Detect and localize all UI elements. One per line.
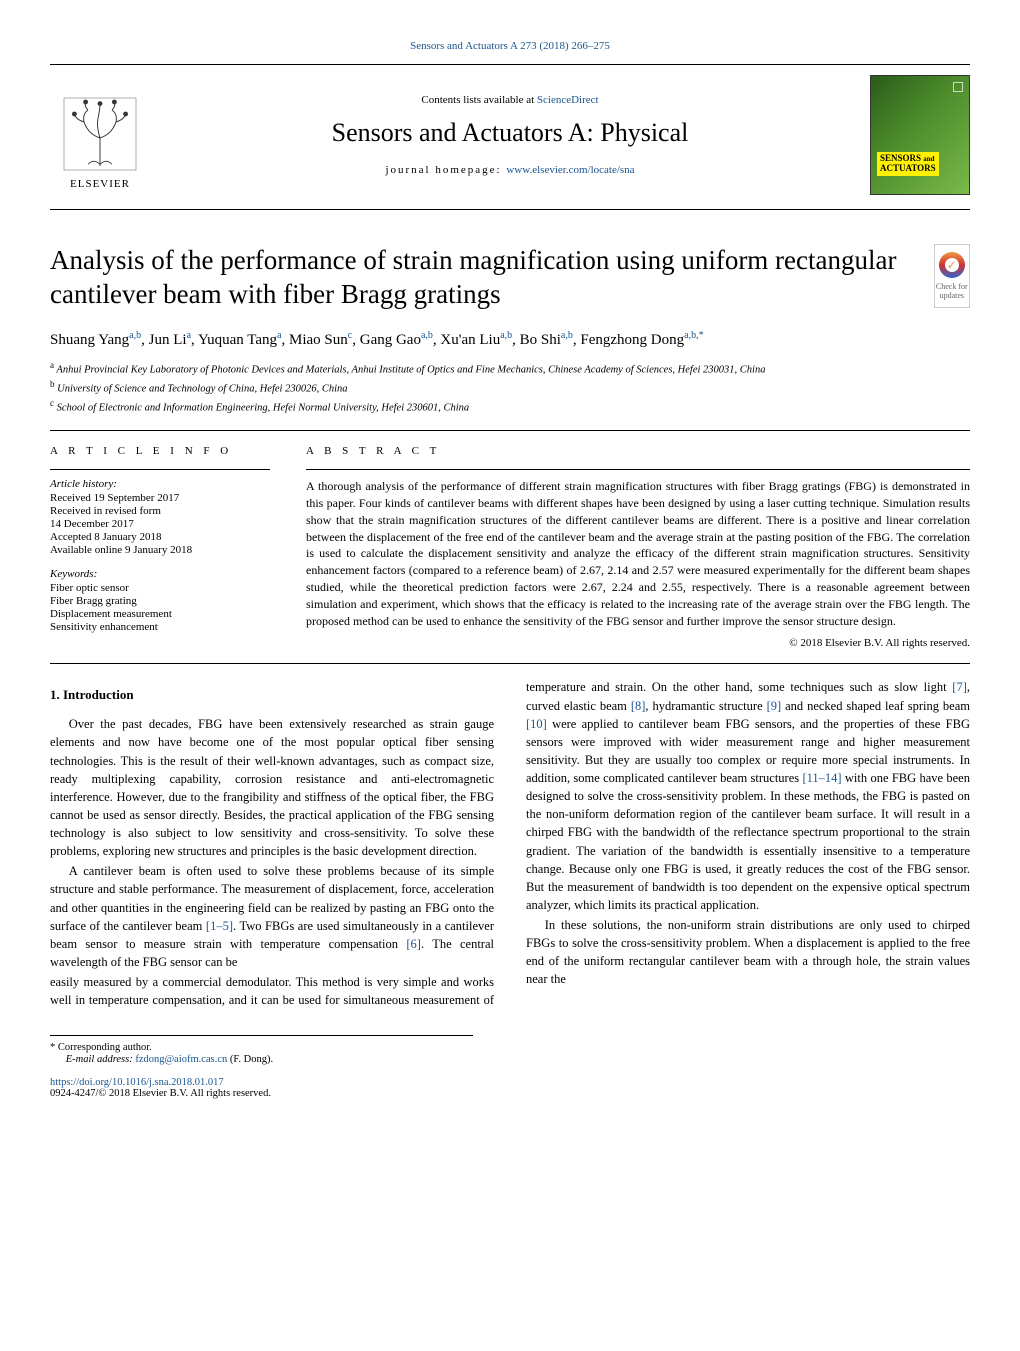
cover-badge-l1: SENSORS (880, 153, 921, 163)
affiliation-item: a Anhui Provincial Key Laboratory of Pho… (50, 359, 970, 378)
authors-list: Shuang Yanga,b, Jun Lia, Yuquan Tanga, M… (50, 330, 970, 349)
author-affiliation-sup: a,b,* (684, 330, 703, 341)
affiliations-list: a Anhui Provincial Key Laboratory of Pho… (50, 359, 970, 417)
author-name: Yuquan Tang (198, 332, 277, 348)
ref-link-6[interactable]: [6] (406, 937, 421, 951)
author-name: Fengzhong Dong (580, 332, 684, 348)
cover-badge-l2: and (923, 155, 934, 163)
journal-cover-thumb: SENSORS and ACTUATORS (870, 75, 970, 195)
email-link[interactable]: fzdong@aiofm.cas.cn (135, 1054, 227, 1065)
article-info-heading: A R T I C L E I N F O (50, 445, 270, 457)
ref-link-10[interactable]: [10] (526, 717, 547, 731)
abstract-text: A thorough analysis of the performance o… (306, 478, 970, 629)
abstract-heading: A B S T R A C T (306, 445, 970, 457)
author-name: Bo Shi (520, 332, 561, 348)
abstract-copyright: © 2018 Elsevier B.V. All rights reserved… (306, 637, 970, 649)
body-p3d: and necked shaped leaf spring beam (781, 699, 970, 713)
journal-homepage-line: journal homepage: www.elsevier.com/locat… (170, 164, 850, 176)
cover-mark-icon (953, 82, 963, 92)
divider (50, 469, 270, 470)
homepage-prefix: journal homepage: (385, 164, 506, 176)
history-item: Received 19 September 2017 (50, 492, 270, 504)
body-columns: 1. Introduction Over the past decades, F… (50, 678, 970, 1009)
affiliation-item: c School of Electronic and Information E… (50, 397, 970, 416)
crossmark-line1: Check for (936, 282, 968, 291)
ref-link-11-14[interactable]: [11–14] (802, 771, 841, 785)
journal-title: Sensors and Actuators A: Physical (170, 118, 850, 148)
crossmark-icon (939, 252, 965, 278)
affiliation-item: b University of Science and Technology o… (50, 378, 970, 397)
keyword-item: Displacement measurement (50, 608, 270, 620)
author-affiliation-sup: a,b (500, 330, 512, 341)
article-info-block: A R T I C L E I N F O Article history: R… (50, 445, 270, 649)
header-center: Contents lists available at ScienceDirec… (170, 94, 850, 176)
author-name: Shuang Yang (50, 332, 129, 348)
email-label: E-mail address: (66, 1054, 136, 1065)
keyword-item: Fiber Bragg grating (50, 595, 270, 607)
section-1-heading: 1. Introduction (50, 686, 494, 705)
page-root: Sensors and Actuators A 273 (2018) 266–2… (0, 0, 1020, 1139)
top-citation-link[interactable]: Sensors and Actuators A 273 (2018) 266–2… (50, 40, 970, 52)
publisher-name: ELSEVIER (70, 178, 130, 190)
author-affiliation-sup: a,b (129, 330, 141, 341)
ref-link-7[interactable]: [7] (952, 680, 967, 694)
author-name: Miao Sun (289, 332, 348, 348)
author-affiliation-sup: a (277, 330, 281, 341)
crossmark-line2: updates (940, 291, 964, 300)
keywords-list: Fiber optic sensorFiber Bragg gratingDis… (50, 582, 270, 633)
abstract-block: A B S T R A C T A thorough analysis of t… (306, 445, 970, 649)
contents-available-line: Contents lists available at ScienceDirec… (170, 94, 850, 106)
divider (50, 663, 970, 664)
history-item: Accepted 8 January 2018 (50, 531, 270, 543)
email-line: E-mail address: fzdong@aiofm.cas.cn (F. … (50, 1054, 473, 1065)
corresponding-author-note: * Corresponding author. (50, 1042, 473, 1053)
body-para-2: A cantilever beam is often used to solve… (50, 862, 494, 971)
history-item: 14 December 2017 (50, 518, 270, 530)
author-affiliation-sup: a,b (561, 330, 573, 341)
history-list: Received 19 September 2017Received in re… (50, 492, 270, 556)
history-item: Received in revised form (50, 505, 270, 517)
issn-copyright: 0924-4247/© 2018 Elsevier B.V. All right… (50, 1088, 473, 1099)
author-name: Xu'an Liu (440, 332, 500, 348)
ref-link-1-5[interactable]: [1–5] (206, 919, 233, 933)
contents-prefix: Contents lists available at (421, 94, 536, 106)
divider (50, 430, 970, 431)
body-p3c: , hydramantic structure (645, 699, 766, 713)
history-item: Available online 9 January 2018 (50, 544, 270, 556)
article-title: Analysis of the performance of strain ma… (50, 244, 914, 312)
elsevier-tree-icon (60, 94, 140, 174)
footnotes-block: * Corresponding author. E-mail address: … (50, 1035, 473, 1099)
divider (306, 469, 970, 470)
info-abstract-row: A R T I C L E I N F O Article history: R… (50, 445, 970, 649)
doi-block: https://doi.org/10.1016/j.sna.2018.01.01… (50, 1077, 473, 1099)
author-affiliation-sup: c (348, 330, 352, 341)
sciencedirect-link[interactable]: ScienceDirect (537, 94, 599, 106)
author-name: Jun Li (149, 332, 187, 348)
ref-link-9[interactable]: [9] (767, 699, 782, 713)
cover-badge-l3: ACTUATORS (880, 163, 936, 173)
author-affiliation-sup: a (187, 330, 191, 341)
ref-link-8[interactable]: [8] (631, 699, 646, 713)
history-label: Article history: (50, 478, 270, 490)
journal-header: ELSEVIER Contents lists available at Sci… (50, 64, 970, 210)
crossmark-badge[interactable]: Check for updates (934, 244, 970, 308)
author-affiliation-sup: a,b (421, 330, 433, 341)
keyword-item: Fiber optic sensor (50, 582, 270, 594)
cover-badge: SENSORS and ACTUATORS (877, 152, 939, 176)
author-name: Gang Gao (360, 332, 421, 348)
body-p3f: with one FBG have been designed to solve… (526, 771, 970, 912)
homepage-link[interactable]: www.elsevier.com/locate/sna (506, 164, 634, 176)
keyword-item: Sensitivity enhancement (50, 621, 270, 633)
email-suffix: (F. Dong). (227, 1054, 273, 1065)
body-para-4: In these solutions, the non-uniform stra… (526, 916, 970, 989)
body-para-1: Over the past decades, FBG have been ext… (50, 715, 494, 860)
publisher-logo: ELSEVIER (50, 80, 150, 190)
keywords-label: Keywords: (50, 568, 270, 580)
doi-link[interactable]: https://doi.org/10.1016/j.sna.2018.01.01… (50, 1077, 473, 1088)
title-row: Analysis of the performance of strain ma… (50, 210, 970, 330)
